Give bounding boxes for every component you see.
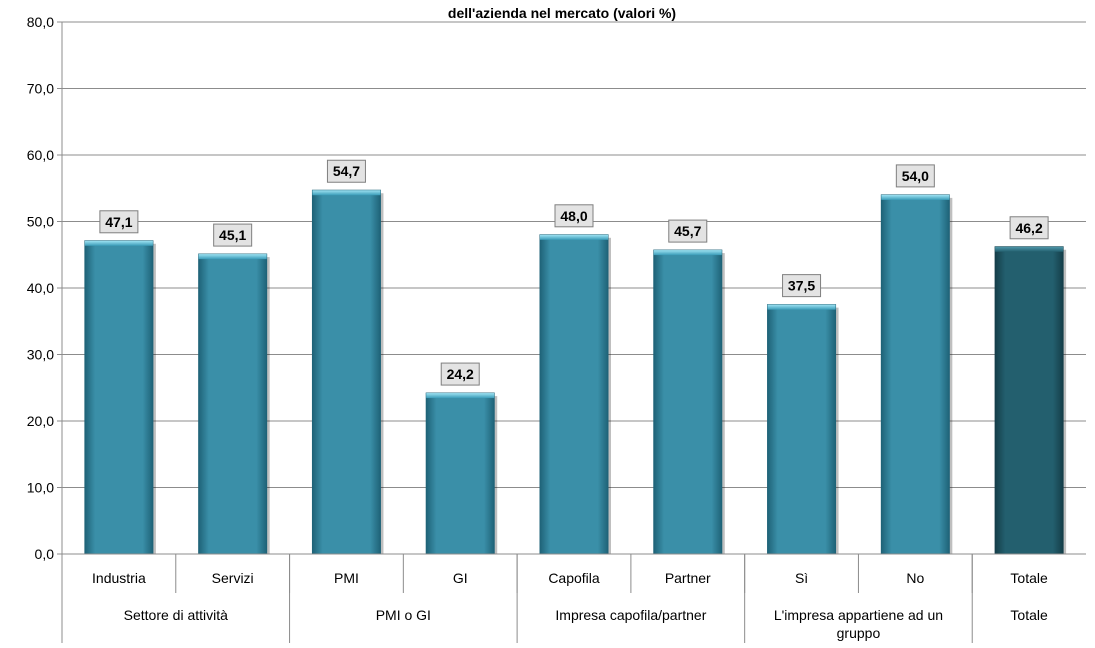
data-label: 54,7 bbox=[333, 163, 360, 179]
data-label-box bbox=[668, 219, 708, 243]
category-label: Sì bbox=[795, 570, 808, 586]
bar-cap bbox=[198, 254, 267, 260]
y-tick-label: 40,0 bbox=[27, 280, 54, 296]
group-label: Impresa capofila/partner bbox=[555, 607, 706, 623]
data-label: 47,1 bbox=[105, 214, 132, 230]
y-tick-label: 0,0 bbox=[35, 546, 55, 562]
category-label: Capofila bbox=[548, 570, 600, 586]
bar-cap bbox=[653, 250, 722, 256]
y-tick-label: 30,0 bbox=[27, 347, 54, 363]
y-tick-label: 80,0 bbox=[27, 14, 54, 30]
category-label: No bbox=[906, 570, 924, 586]
data-label-box bbox=[554, 204, 594, 228]
data-label-box bbox=[213, 223, 253, 247]
group-label: L'impresa appartiene ad un gruppo bbox=[774, 607, 943, 641]
chart-title: dell'azienda nel mercato (valori %) bbox=[448, 5, 676, 21]
y-tick-label: 60,0 bbox=[27, 147, 54, 163]
data-label-box bbox=[440, 362, 480, 386]
data-label: 54,0 bbox=[902, 168, 929, 184]
category-label: Partner bbox=[665, 570, 711, 586]
data-label-box bbox=[782, 274, 822, 298]
group-label: Totale bbox=[1010, 607, 1048, 623]
data-label: 48,0 bbox=[560, 208, 587, 224]
data-label-box bbox=[326, 159, 366, 183]
y-tick-label: 20,0 bbox=[27, 413, 54, 429]
bar bbox=[198, 253, 268, 555]
bar-cap bbox=[995, 246, 1064, 252]
data-label-box bbox=[895, 164, 935, 188]
y-tick-label: 70,0 bbox=[27, 81, 54, 97]
bar-cap bbox=[767, 304, 836, 310]
y-tick-label: 50,0 bbox=[27, 214, 54, 230]
bar-cap bbox=[312, 190, 381, 196]
data-label: 24,2 bbox=[447, 366, 474, 382]
data-label-box bbox=[1009, 216, 1049, 240]
bar bbox=[880, 194, 950, 555]
bar-cap bbox=[540, 234, 608, 240]
bar-cap bbox=[426, 393, 495, 399]
bar bbox=[425, 392, 495, 555]
bar bbox=[653, 249, 723, 555]
y-tick-label: 10,0 bbox=[27, 480, 54, 496]
bar bbox=[84, 240, 154, 555]
group-label: Settore di attività bbox=[124, 607, 228, 623]
data-label: 45,1 bbox=[219, 227, 246, 243]
data-label: 46,2 bbox=[1015, 220, 1042, 236]
bar-cap bbox=[881, 194, 950, 200]
category-label: GI bbox=[453, 570, 468, 586]
bar bbox=[311, 189, 381, 555]
data-label: 45,7 bbox=[674, 223, 701, 239]
category-label: Totale bbox=[1010, 570, 1048, 586]
category-label: Servizi bbox=[212, 570, 254, 586]
data-label-box bbox=[99, 210, 139, 234]
bar bbox=[994, 246, 1064, 555]
bar-cap bbox=[84, 240, 153, 246]
data-label: 37,5 bbox=[788, 278, 815, 294]
group-label: PMI o GI bbox=[376, 607, 431, 623]
bar bbox=[539, 234, 609, 555]
category-label: Industria bbox=[92, 570, 146, 586]
bar bbox=[767, 304, 837, 555]
category-label: PMI bbox=[334, 570, 359, 586]
